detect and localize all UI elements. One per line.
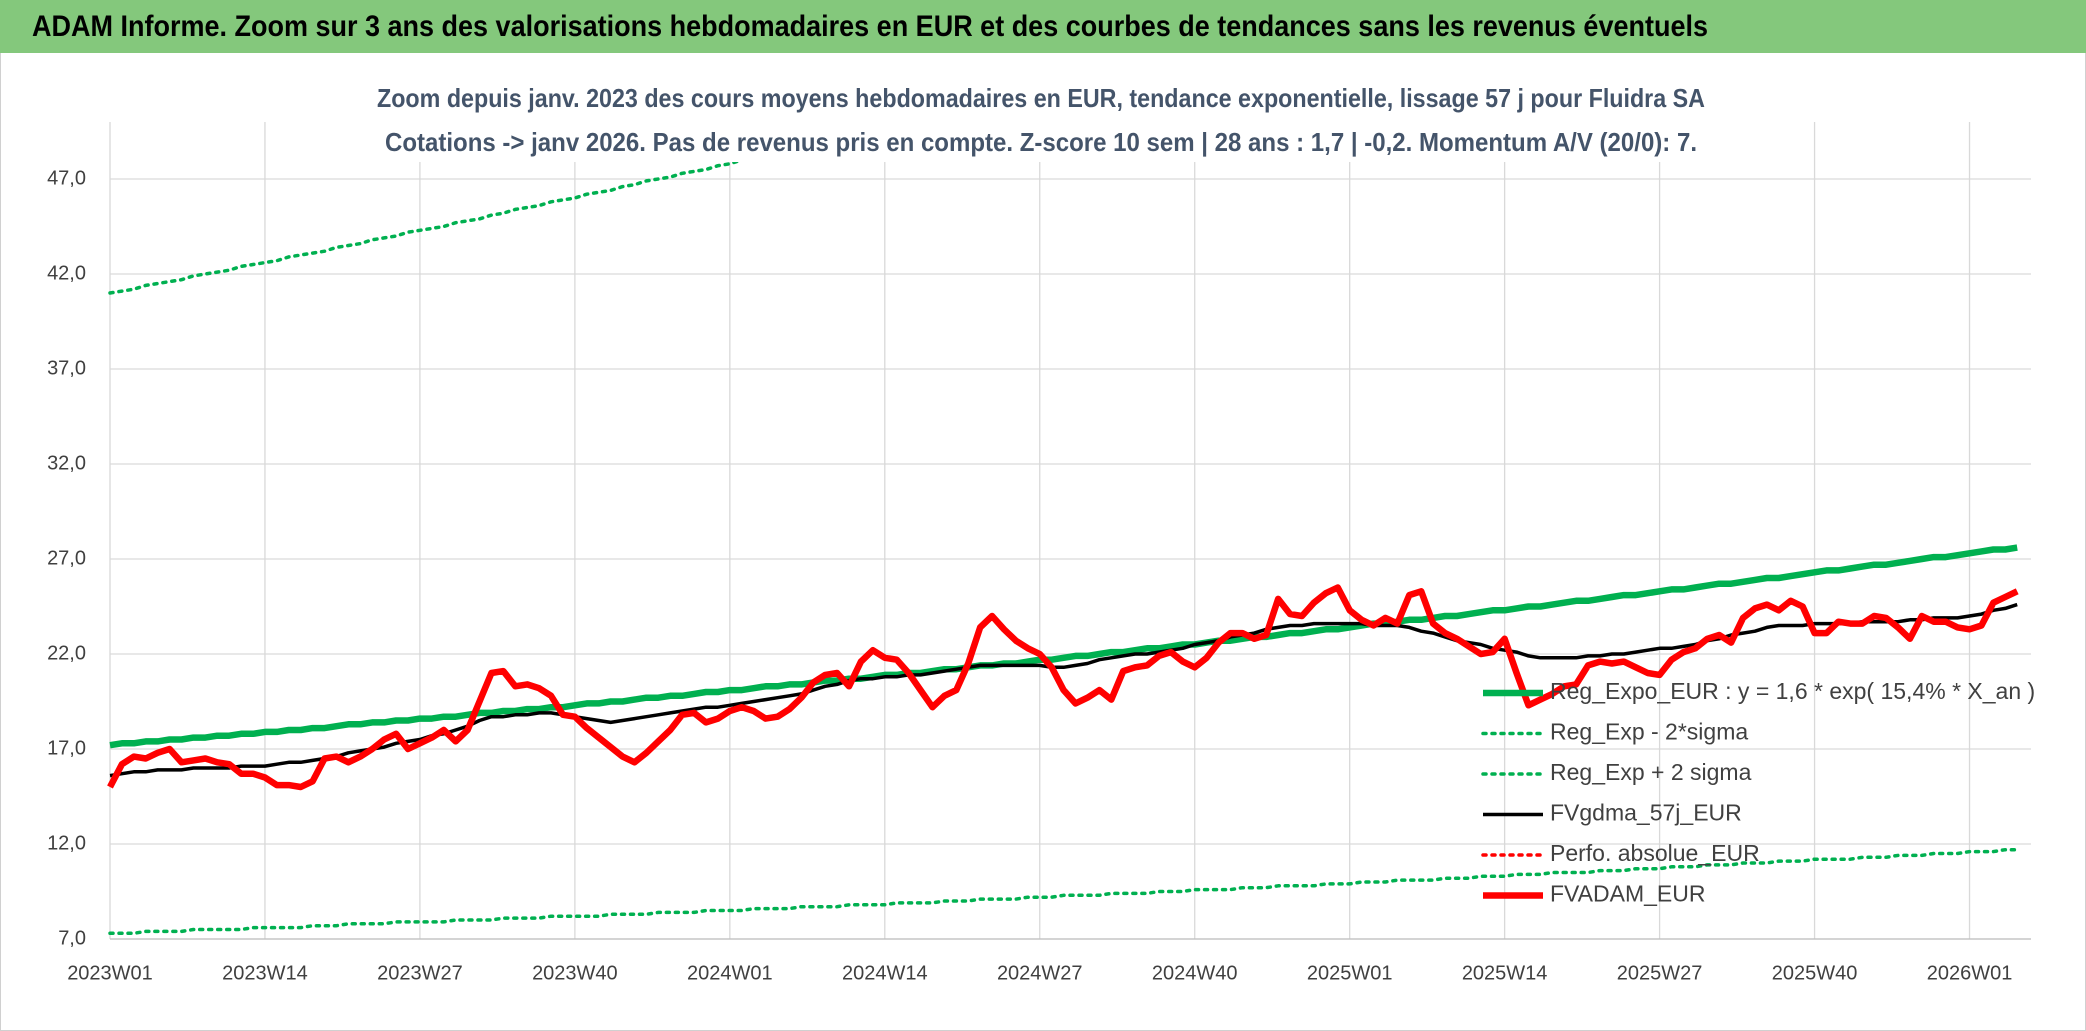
series-line: [108, 122, 915, 295]
series-line: [108, 847, 2019, 936]
x-tick-label: 2025W14: [1462, 962, 1548, 984]
legend-label: Perfo. absolue_EUR: [1550, 840, 1760, 866]
y-tick-label: 37,0: [47, 357, 86, 379]
x-tick-label: 2024W40: [1152, 962, 1238, 984]
x-tick-label: 2024W01: [687, 962, 773, 984]
banner-title: ADAM Informe. Zoom sur 3 ans des valoris…: [32, 10, 1708, 43]
legend-label: FVgdma_57j_EUR: [1550, 800, 1742, 826]
legend-label: Reg_Exp + 2 sigma: [1550, 759, 1752, 785]
plot-lines: [107, 122, 2019, 936]
x-tick-label: 2024W14: [842, 962, 928, 984]
legend-label: FVADAM_EUR: [1550, 881, 1706, 907]
y-tick-label: 47,0: [47, 167, 86, 189]
legend: Reg_Expo_EUR : y = 1,6 * exp( 15,4% * X_…: [1481, 678, 2035, 907]
x-tick-label: 2026W01: [1927, 962, 2013, 984]
x-tick-label: 2023W27: [377, 962, 463, 984]
chart-subtitle: Cotations -> janv 2026. Pas de revenus p…: [385, 127, 1697, 157]
y-tick-label: 7,0: [58, 927, 86, 949]
x-tick-label: 2023W40: [532, 962, 618, 984]
x-tick-label: 2025W27: [1617, 962, 1703, 984]
x-tick-label: 2024W27: [997, 962, 1083, 984]
banner: [0, 0, 2086, 53]
series-line: [107, 584, 2019, 791]
title-box: [372, 80, 1716, 162]
grid: [109, 122, 2031, 940]
y-tick-label: 17,0: [47, 737, 86, 759]
x-tick-label: 2025W40: [1772, 962, 1858, 984]
chart-title: Zoom depuis janv. 2023 des cours moyens …: [377, 83, 1705, 113]
y-tick-label: 27,0: [47, 547, 86, 569]
series-line: [109, 544, 2018, 749]
legend-label: Reg_Expo_EUR : y = 1,6 * exp( 15,4% * X_…: [1550, 678, 2035, 704]
y-tick-label: 42,0: [47, 262, 86, 284]
x-tick-label: 2025W01: [1307, 962, 1393, 984]
y-tick-label: 12,0: [47, 832, 86, 854]
x-tick-label: 2023W14: [222, 962, 308, 984]
y-tick-label: 22,0: [47, 642, 86, 664]
y-tick-label: 32,0: [47, 452, 86, 474]
legend-label: Reg_Exp - 2*sigma: [1550, 719, 1748, 745]
x-tick-label: 2023W01: [67, 962, 153, 984]
axes: 7,0 12,0 17,0 22,0 27,0 32,0 37,0 42,0 47,0 2023W…: [47, 167, 2012, 984]
